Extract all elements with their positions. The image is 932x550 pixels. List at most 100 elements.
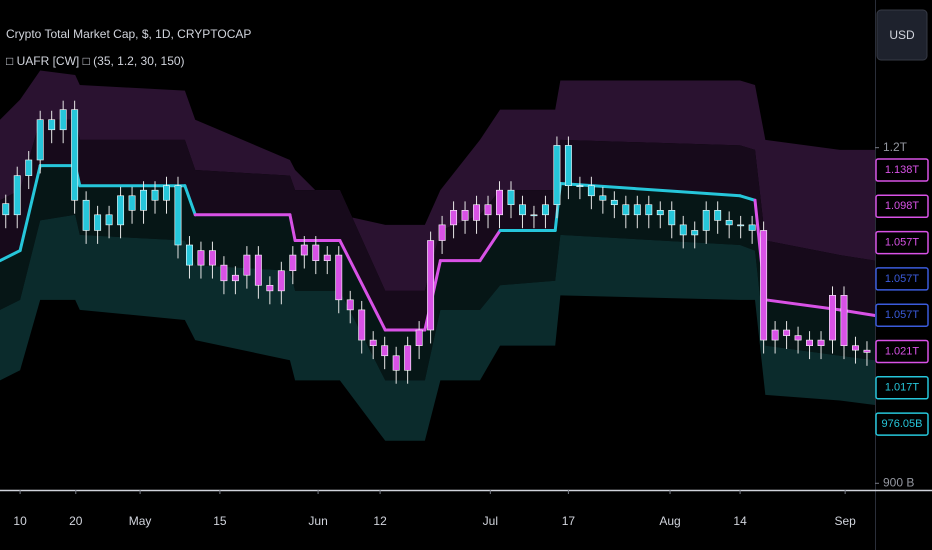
candle-body: [71, 109, 79, 201]
indicator-label: □ UAFR [CW] □ (35, 1.2, 30, 150): [6, 54, 185, 68]
candle-body: [806, 339, 814, 346]
candle-body: [450, 210, 458, 226]
price-tag-label: 1.057T: [885, 309, 920, 321]
x-tick-label: 15: [213, 514, 227, 528]
candle-body: [220, 264, 228, 282]
price-tag-box: [875, 376, 929, 400]
band-area: [0, 70, 875, 291]
currency-button[interactable]: [876, 9, 928, 61]
candle-body: [94, 214, 102, 231]
candle-body: [105, 214, 113, 226]
price-tags: 1.138T 1.098T 1.057T 1.057T 1.057T 1.021T 1.01…: [875, 158, 929, 436]
currency-label[interactable]: USD: [889, 28, 915, 42]
candle-body: [392, 355, 400, 371]
price-tag-box: [875, 230, 929, 255]
x-tick-label: 12: [373, 514, 387, 528]
candle-body: [507, 189, 515, 206]
x-tick-label: 10: [13, 514, 27, 528]
candle-body: [610, 199, 618, 206]
candle-body: [783, 329, 791, 336]
price-tag-label: 1.138T: [885, 164, 920, 176]
candle-body: [840, 295, 848, 346]
price-tag-label: 1.057T: [885, 273, 920, 285]
candle-body: [140, 189, 147, 211]
candle-body: [186, 244, 193, 266]
candle-body: [496, 189, 503, 216]
price-tag: 1.057T: [875, 267, 929, 291]
candle-body: [829, 295, 836, 341]
candle-body: [587, 185, 595, 197]
candle-body: [461, 210, 469, 221]
candle-body: [404, 345, 412, 371]
candle-body: [358, 309, 366, 341]
x-tick-label: Jul: [483, 514, 498, 528]
trend-segment: [763, 298, 842, 312]
candles: [2, 100, 871, 384]
candle-body: [25, 159, 33, 176]
price-tag-box: [875, 339, 929, 364]
candle-body: [633, 204, 641, 216]
candle-body: [82, 199, 90, 231]
price-tag-box: [875, 412, 929, 436]
candle-body: [656, 210, 664, 216]
y-tick-label: 900 B: [883, 475, 914, 489]
price-tag: 1.017T: [875, 376, 929, 400]
candle-body: [427, 240, 435, 331]
candle-body: [760, 230, 768, 341]
candle-body: [208, 250, 216, 266]
candle-body: [415, 329, 423, 346]
candle-body: [254, 254, 262, 286]
candle-body: [48, 119, 56, 131]
candle-body: [289, 254, 297, 272]
band-area: [0, 119, 875, 331]
candle-body: [771, 329, 779, 341]
candle-body: [484, 204, 492, 216]
candle-body: [151, 189, 159, 201]
candle-body: [266, 284, 274, 292]
candle-body: [702, 210, 710, 231]
chart-title: Crypto Total Market Cap, $, 1D, CRYPTOCA…: [6, 27, 251, 41]
candle-body: [300, 244, 308, 256]
candle-body: [725, 220, 733, 226]
price-tag-box: [875, 158, 929, 182]
price-tag-box: [875, 267, 929, 291]
candle-body: [519, 204, 526, 216]
candle-body: [737, 224, 745, 227]
candle-body: [59, 109, 67, 131]
candle-body: [553, 145, 561, 206]
price-tag: 1.098T: [875, 194, 929, 219]
candle-body: [541, 204, 549, 216]
price-tag-label: 1.098T: [885, 200, 920, 212]
x-tick-label: Jun: [308, 514, 327, 528]
candle-body: [817, 339, 825, 346]
x-tick-label: 17: [562, 514, 576, 528]
candle-body: [369, 339, 377, 346]
candle-body: [2, 203, 10, 216]
candle-body: [564, 145, 572, 187]
bands: [0, 70, 875, 441]
price-tag: 1.057T: [875, 303, 929, 327]
candle-body: [748, 224, 756, 231]
x-tick-label: Sep: [834, 514, 856, 528]
candle-body: [530, 214, 538, 217]
price-tag: 1.057T: [875, 230, 929, 255]
price-tag: 1.138T: [875, 158, 929, 182]
trend-segment: [738, 194, 757, 202]
y-tick-label: 1.2T: [883, 140, 908, 154]
band-area: [0, 165, 875, 381]
candle-body: [128, 195, 136, 211]
candle-body: [668, 210, 676, 226]
x-tick-label: Aug: [659, 514, 680, 528]
x-tick-label: 14: [733, 514, 747, 528]
price-tag: 976.05B: [875, 412, 929, 436]
trend-segment: [0, 249, 22, 263]
price-tag-label: 1.057T: [885, 237, 920, 249]
candle-body: [117, 195, 125, 226]
candle-body: [36, 119, 44, 161]
candle-body: [645, 204, 653, 216]
axes: 10 20 May 15 Jun 12 Jul 17 Aug 14 Sep 900 B 1.2T: [13, 140, 914, 528]
candle-body: [714, 210, 722, 221]
trend-segment: [478, 228, 502, 263]
price-tag-label: 976.05B: [882, 418, 923, 430]
